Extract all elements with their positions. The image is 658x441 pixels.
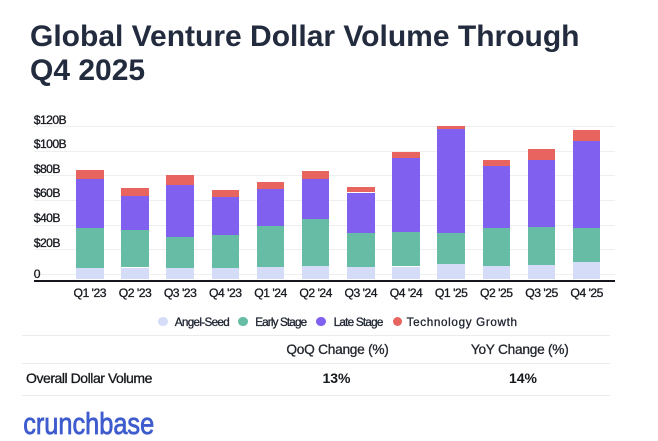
svg-text:crunchbase: crunchbase bbox=[23, 406, 154, 441]
